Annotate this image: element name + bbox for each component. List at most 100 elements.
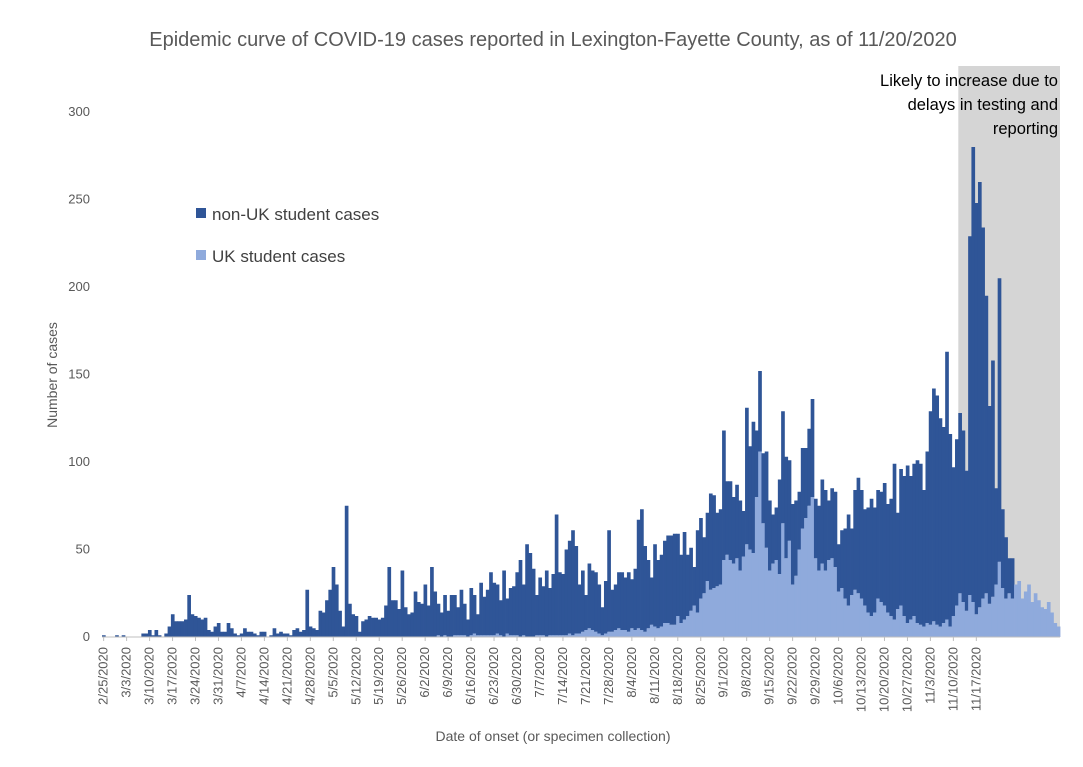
bar-uk-student: [548, 635, 552, 637]
bar-non-uk-student: [390, 600, 395, 637]
bar-uk-student: [850, 595, 854, 637]
bar-uk-student: [620, 630, 625, 637]
y-axis-ticks: 0 50 100 150 200 250 300: [68, 104, 90, 644]
bar-non-uk-student: [958, 413, 962, 594]
bar-non-uk-student: [361, 621, 365, 637]
bar-non-uk-student: [666, 535, 670, 623]
bar-non-uk-student: [289, 635, 293, 637]
bar-uk-student: [564, 635, 569, 637]
bar-non-uk-student: [843, 528, 848, 599]
bar-uk-student: [977, 607, 982, 637]
bar-uk-student: [745, 544, 749, 637]
x-tick-label: 9/15/2020: [762, 647, 777, 705]
bar-uk-student: [725, 554, 730, 637]
bar-non-uk-student: [558, 572, 562, 636]
bar-non-uk-student: [551, 574, 556, 636]
bar-non-uk-student: [1000, 509, 1005, 588]
bar-uk-student: [991, 596, 995, 637]
bar-uk-student: [1040, 607, 1044, 637]
legend: non-UK student cases UK student cases: [196, 205, 379, 266]
bar-non-uk-student: [925, 451, 930, 623]
bar-non-uk-student: [672, 533, 677, 625]
bar-non-uk-student: [955, 439, 959, 606]
bar-non-uk-student: [334, 584, 339, 637]
bar-non-uk-student: [794, 500, 798, 576]
bar-non-uk-student: [640, 509, 644, 630]
bar-uk-student: [889, 616, 894, 637]
bar-uk-student: [489, 635, 493, 637]
bar-uk-student: [640, 630, 644, 637]
bar-uk-student: [456, 635, 461, 637]
bar-non-uk-student: [295, 628, 300, 637]
x-tick-label: 6/16/2020: [463, 647, 478, 705]
bar-non-uk-student: [836, 544, 841, 592]
bar-uk-student: [948, 626, 953, 637]
bar-uk-student: [653, 626, 657, 637]
y-tick-label: 200: [68, 279, 90, 294]
bar-non-uk-student: [102, 635, 106, 637]
bar-uk-student: [453, 635, 457, 637]
bar-non-uk-student: [528, 553, 533, 637]
bar-non-uk-student: [170, 614, 175, 637]
bar-uk-student: [633, 630, 638, 637]
bar-non-uk-student: [449, 595, 454, 637]
bar-non-uk-student: [387, 567, 392, 637]
bar-uk-student: [853, 589, 857, 637]
bar-non-uk-student: [945, 351, 949, 620]
bar-uk-student: [699, 598, 703, 637]
bar-non-uk-student: [886, 504, 890, 613]
bar-uk-student: [495, 633, 500, 637]
bar-non-uk-student: [567, 540, 572, 634]
bar-non-uk-student: [876, 490, 880, 599]
bar-non-uk-student: [882, 483, 887, 606]
bar-non-uk-student: [626, 572, 631, 632]
bar-non-uk-student: [249, 631, 254, 637]
bar-uk-student: [669, 624, 674, 637]
bar-uk-student: [768, 570, 772, 637]
bar-non-uk-student: [203, 617, 208, 637]
bar-non-uk-student: [728, 481, 733, 560]
bar-non-uk-student: [525, 544, 529, 637]
bar-non-uk-student: [633, 568, 638, 630]
bar-uk-student: [781, 523, 785, 637]
bar-non-uk-student: [656, 560, 661, 629]
bar-uk-student: [643, 631, 648, 637]
bar-non-uk-student: [971, 147, 976, 602]
annotation-line-2: delays in testing and: [908, 96, 1058, 114]
bar-non-uk-student: [252, 633, 257, 637]
bar-uk-student: [659, 626, 664, 637]
bar-non-uk-student: [859, 490, 864, 599]
bar-non-uk-student: [220, 631, 224, 637]
legend-label-uk: UK student cases: [212, 247, 345, 266]
y-tick-label: 100: [68, 454, 90, 469]
bar-uk-student: [751, 553, 756, 637]
bar-non-uk-student: [397, 609, 401, 637]
bar-non-uk-student: [863, 509, 867, 606]
bar-non-uk-student: [800, 448, 805, 529]
bar-non-uk-student: [184, 619, 188, 637]
bar-uk-student: [685, 616, 690, 637]
bar-non-uk-student: [508, 588, 513, 636]
bar-non-uk-student: [492, 582, 497, 636]
legend-swatch-non-uk: [196, 208, 206, 218]
bar-non-uk-student: [177, 621, 182, 637]
bar-uk-student: [482, 635, 487, 637]
bar-uk-student: [600, 635, 605, 637]
bar-non-uk-student: [512, 586, 516, 636]
bar-uk-student: [561, 635, 565, 637]
bar-uk-student: [738, 570, 743, 637]
bar-non-uk-student: [341, 626, 346, 637]
bar-non-uk-student: [745, 407, 749, 545]
y-tick-label: 50: [76, 542, 90, 557]
legend-label-non-uk: non-UK student cases: [212, 205, 379, 224]
bar-non-uk-student: [531, 568, 536, 637]
bar-uk-student: [715, 586, 720, 637]
bar-non-uk-student: [771, 514, 775, 564]
x-tick-label: 8/11/2020: [647, 647, 662, 704]
bar-uk-student: [731, 563, 736, 637]
bar-non-uk-student: [498, 600, 503, 636]
bar-non-uk-student: [489, 572, 493, 636]
bar-non-uk-student: [328, 589, 333, 637]
bar-non-uk-student: [712, 495, 716, 588]
annotation-note: Likely to increase due to delays in test…: [880, 72, 1058, 138]
